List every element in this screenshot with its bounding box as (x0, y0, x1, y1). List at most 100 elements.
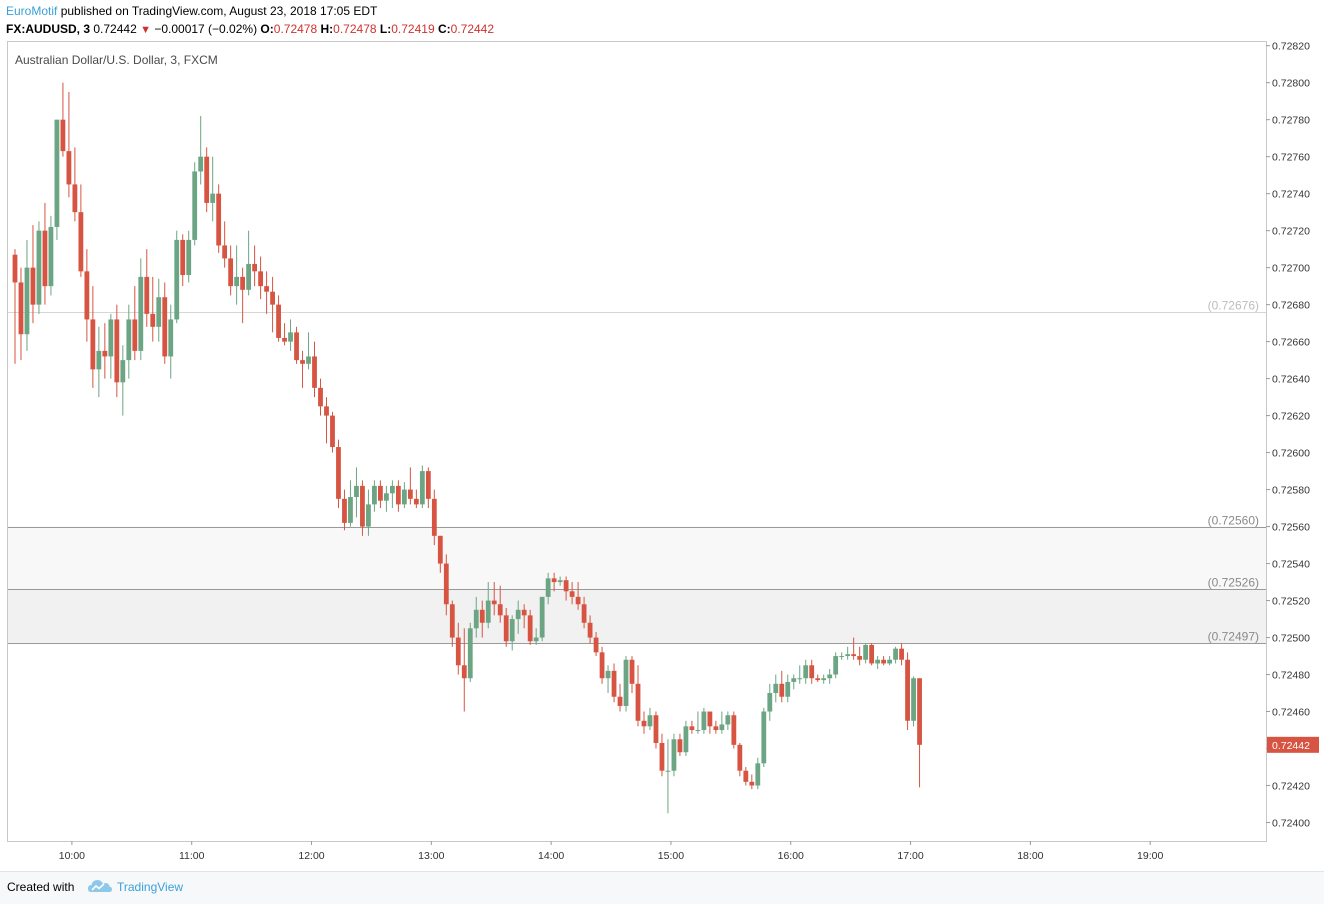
candle-down[interactable] (437, 535, 443, 573)
candle-down[interactable] (114, 304, 120, 398)
candle-down[interactable] (455, 622, 461, 675)
candle-down[interactable] (611, 663, 617, 703)
candle-up[interactable] (695, 711, 701, 734)
candle-up[interactable] (348, 480, 353, 527)
candle-up[interactable] (210, 156, 216, 222)
candle-down[interactable] (851, 637, 857, 660)
candle-down[interactable] (443, 554, 449, 616)
candle-up[interactable] (120, 345, 126, 416)
candle-down[interactable] (102, 323, 108, 379)
candle-down[interactable] (318, 378, 323, 416)
candle-down[interactable] (689, 720, 695, 734)
candle-up[interactable] (863, 643, 869, 664)
candle-up[interactable] (827, 668, 833, 684)
author-link[interactable]: EuroMotif (6, 4, 58, 18)
candle-up[interactable] (671, 733, 677, 777)
candle-up[interactable] (198, 115, 204, 185)
candle-down[interactable] (216, 184, 222, 253)
candle-up[interactable] (174, 230, 180, 324)
candle-up[interactable] (383, 485, 389, 512)
candle-down[interactable] (252, 245, 258, 287)
candle-down[interactable] (779, 670, 785, 703)
candle-down[interactable] (312, 341, 317, 398)
candle-up[interactable] (138, 258, 144, 361)
candle-up[interactable] (533, 628, 539, 645)
candle-up[interactable] (755, 757, 761, 790)
candle-up[interactable] (234, 245, 240, 305)
candle-down[interactable] (653, 711, 659, 749)
candle-up[interactable] (761, 707, 767, 768)
candle-up[interactable] (785, 674, 791, 703)
candle-down[interactable] (857, 646, 863, 666)
candle-up[interactable] (539, 596, 545, 642)
candle-up[interactable] (773, 674, 779, 703)
candle-down[interactable] (264, 271, 269, 314)
price-axis[interactable]: 0.72820 0.72800 0.72780 0.72760 0.72740 0.727… (1266, 41, 1319, 830)
candle-up[interactable] (354, 467, 359, 518)
tradingview-link[interactable]: TradingView (117, 880, 184, 894)
candle-up[interactable] (467, 622, 473, 682)
candle-down[interactable] (587, 615, 593, 644)
candle-down[interactable] (449, 600, 455, 647)
candle-down[interactable] (150, 276, 156, 342)
candle-down[interactable] (395, 480, 401, 512)
candle-down[interactable] (84, 249, 90, 342)
candle-up[interactable] (288, 319, 293, 351)
candle-down[interactable] (300, 350, 305, 388)
candle-down[interactable] (593, 632, 599, 657)
candle-down[interactable] (497, 585, 503, 623)
candle-up[interactable] (803, 659, 809, 684)
candle-down[interactable] (132, 286, 138, 361)
candle-down[interactable] (276, 295, 281, 342)
candle-down[interactable] (521, 604, 527, 629)
candle-down[interactable] (30, 225, 36, 324)
candle-up[interactable] (821, 674, 827, 684)
candle-up[interactable] (833, 652, 839, 679)
candle-down[interactable] (270, 276, 275, 333)
candle-down[interactable] (18, 267, 24, 361)
candle-down[interactable] (581, 596, 587, 629)
candle-down[interactable] (563, 576, 569, 601)
candle-up[interactable] (839, 652, 845, 660)
candle-down[interactable] (425, 467, 431, 509)
candle-down[interactable] (569, 582, 575, 605)
candle-up[interactable] (875, 656, 881, 669)
candle-up[interactable] (36, 221, 42, 314)
candle-down[interactable] (575, 582, 581, 610)
candle-down[interactable] (815, 674, 821, 682)
candle-down[interactable] (899, 643, 904, 666)
tradingview-cloud-icon[interactable] (88, 878, 112, 896)
candle-up[interactable] (845, 646, 851, 660)
candle-down[interactable] (635, 665, 641, 727)
candle-up[interactable] (419, 465, 425, 509)
candle-up[interactable] (372, 480, 377, 512)
candle-down[interactable] (617, 683, 623, 712)
candle-down[interactable] (713, 720, 719, 734)
time-axis[interactable]: 10:00 11:00 12:00 13:00 14:00 15:00 16:00 17:00… (59, 841, 1164, 862)
candle-up[interactable] (306, 332, 311, 370)
candle-down[interactable] (641, 711, 647, 734)
candle-up[interactable] (401, 482, 407, 509)
candle-down[interactable] (342, 489, 347, 531)
candle-down[interactable] (707, 711, 713, 734)
candle-down[interactable] (222, 221, 228, 268)
candle-up[interactable] (515, 600, 521, 634)
candle-down[interactable] (413, 489, 419, 509)
candle-down[interactable] (677, 733, 683, 756)
candle-up[interactable] (96, 326, 102, 398)
candle-up[interactable] (545, 572, 551, 605)
chart-area[interactable]: (0.72676) (0.72560) (0.72526) (0.72497) 0.7… (0, 0, 1324, 870)
candle-up[interactable] (725, 711, 731, 731)
candle-down[interactable] (330, 411, 335, 453)
candle-down[interactable] (162, 282, 168, 364)
candle-up[interactable] (126, 304, 132, 379)
candle-down[interactable] (491, 582, 497, 616)
candle-down[interactable] (629, 656, 635, 694)
candle-down[interactable] (258, 256, 263, 300)
candle-down[interactable] (461, 628, 467, 712)
price-chart[interactable]: (0.72676) (0.72560) (0.72526) (0.72497) 0.7… (0, 0, 1324, 870)
candle-up[interactable] (246, 230, 252, 296)
candle-down[interactable] (180, 234, 186, 287)
candle-down[interactable] (66, 91, 72, 198)
candle-down[interactable] (527, 609, 533, 645)
